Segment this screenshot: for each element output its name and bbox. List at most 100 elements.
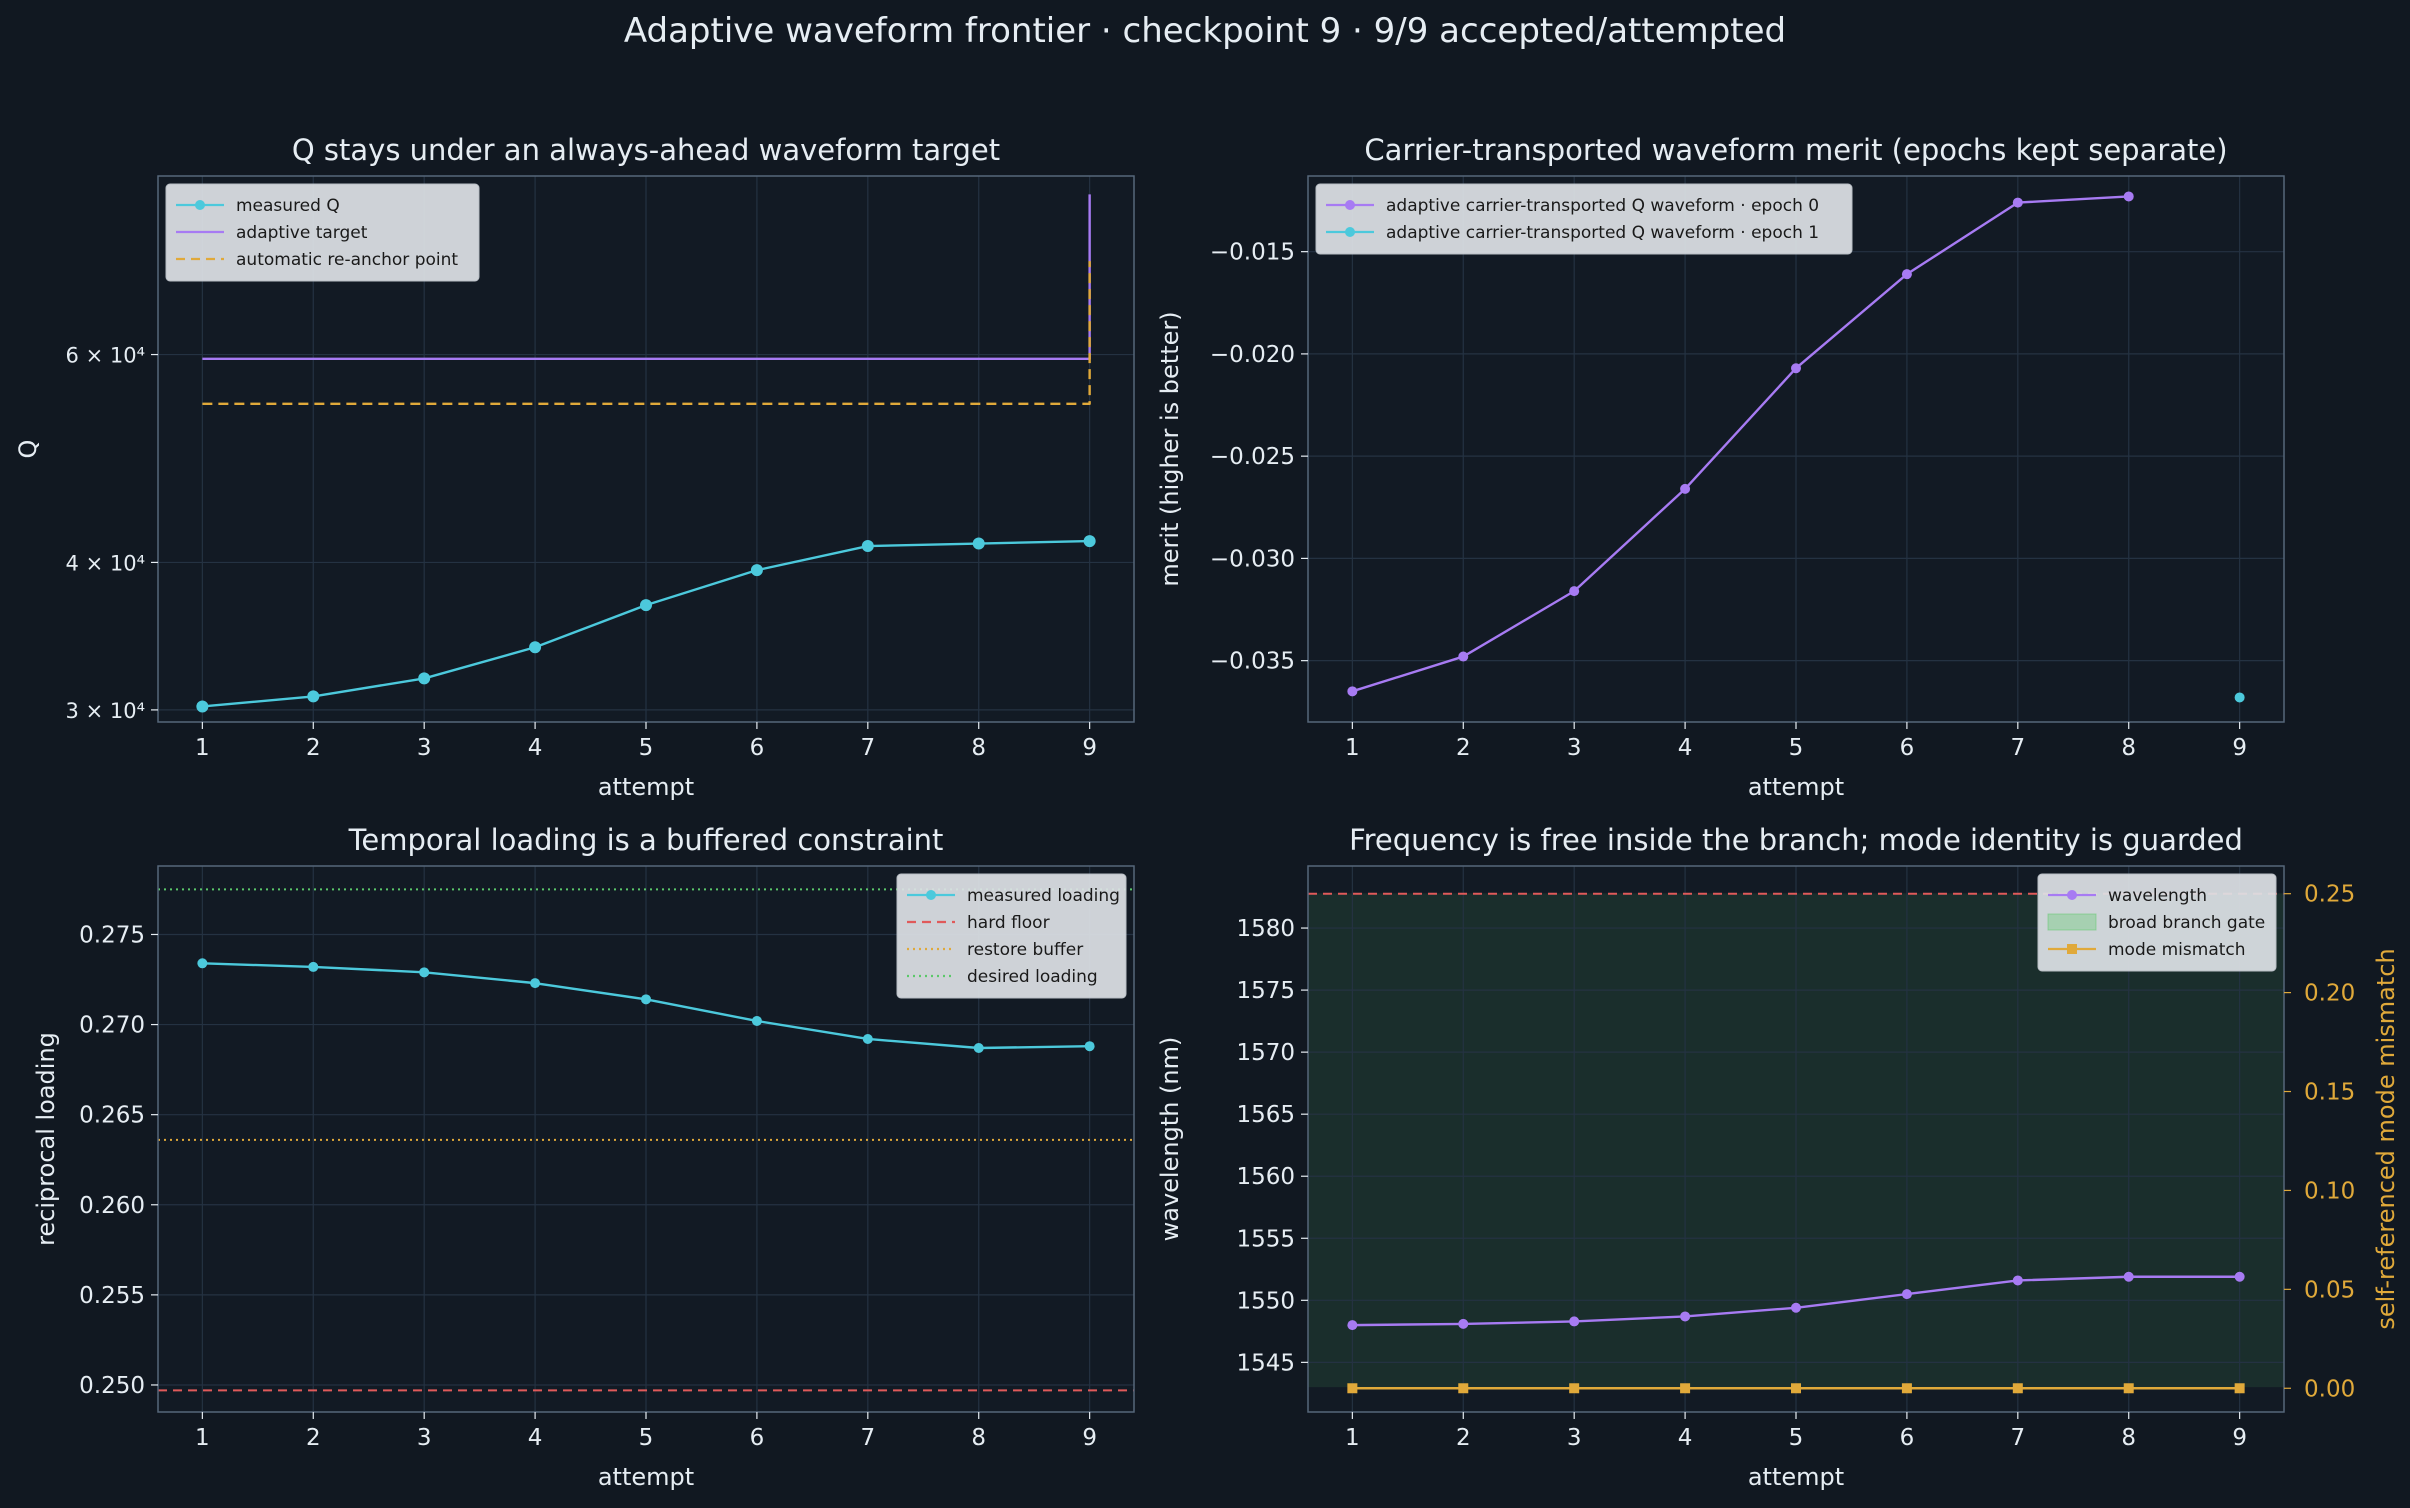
y-tick-label: 0.270	[79, 1013, 145, 1039]
legend-frame	[2037, 873, 2277, 972]
y-tick-label: 1580	[1236, 916, 1295, 942]
data-point	[1680, 1383, 1691, 1394]
x-tick-label: 5	[1789, 1425, 1804, 1451]
data-point	[1084, 1041, 1095, 1052]
x-tick-label: 7	[2010, 735, 2025, 761]
x-axis-label: attempt	[598, 1463, 694, 1491]
data-point	[1347, 1320, 1358, 1331]
chart-title: Frequency is free inside the branch; mod…	[1349, 823, 2243, 857]
data-point	[196, 700, 209, 713]
x-tick-label: 8	[971, 1425, 986, 1451]
data-point	[1347, 686, 1358, 697]
legend-label: measured loading	[967, 886, 1120, 906]
legend-label: desired loading	[967, 967, 1098, 987]
y-tick-label: 0.265	[79, 1103, 145, 1129]
data-point	[2123, 1383, 2134, 1394]
x-tick-label: 1	[1345, 1425, 1360, 1451]
x-tick-label: 7	[860, 735, 875, 761]
figure-title: Adaptive waveform frontier · checkpoint …	[624, 11, 1786, 51]
data-point	[861, 540, 874, 553]
data-point	[640, 599, 652, 612]
y-axis-label: reciprocal loading	[32, 1032, 60, 1246]
x-tick-label: 8	[2121, 735, 2136, 761]
chart-title: Q stays under an always-ahead waveform t…	[292, 133, 1000, 167]
y-right-tick-label: 0.15	[2304, 1080, 2355, 1106]
legend-label: adaptive carrier-transported Q waveform …	[1386, 223, 1819, 243]
legend: measured loading hard floor restore buffer…	[896, 873, 1127, 999]
data-point	[2012, 197, 2023, 208]
x-tick-label: 5	[639, 1425, 654, 1451]
y-axis-label: Q	[14, 440, 42, 459]
data-point	[641, 994, 651, 1005]
legend: wavelength broad branch gate mode mismatch	[2037, 873, 2277, 972]
y-tick-label: 1555	[1236, 1226, 1295, 1252]
y-tick-label: −0.020	[1210, 342, 1295, 368]
legend-label: measured Q	[236, 196, 340, 216]
data-point	[862, 1033, 873, 1044]
legend-label: automatic re-anchor point	[236, 250, 458, 270]
legend-label: adaptive carrier-transported Q waveform …	[1386, 196, 1819, 216]
data-point	[1901, 1383, 1912, 1394]
data-point	[2012, 1383, 2023, 1394]
y-tick-label: 0.250	[79, 1373, 145, 1399]
x-tick-label: 1	[195, 735, 210, 761]
legend-marker	[195, 200, 205, 210]
data-point	[530, 978, 541, 989]
x-tick-label: 3	[1567, 1425, 1582, 1451]
data-point	[1791, 1383, 1801, 1394]
x-tick-label: 9	[2232, 735, 2247, 761]
y-tick-label: 0.275	[79, 922, 145, 948]
legend-frame	[1315, 183, 1853, 255]
x-tick-label: 4	[528, 1425, 543, 1451]
data-point	[1901, 1289, 1912, 1300]
data-point	[1569, 586, 1580, 597]
x-tick-label: 6	[750, 1425, 765, 1451]
y-tick-label: 1545	[1236, 1350, 1295, 1376]
y-tick-label: 6 × 10⁴	[66, 344, 145, 368]
x-tick-label: 3	[417, 1425, 432, 1451]
y-tick-label: 3 × 10⁴	[66, 699, 145, 723]
y-tick-label: 0.255	[79, 1283, 145, 1309]
legend-marker	[926, 890, 936, 900]
legend-frame	[165, 183, 480, 282]
legend-label: restore buffer	[967, 940, 1083, 960]
y-tick-label: −0.015	[1210, 240, 1295, 266]
legend-swatch	[2047, 913, 2097, 931]
x-tick-label: 3	[417, 735, 432, 761]
x-tick-label: 9	[2232, 1425, 2247, 1451]
legend-label: wavelength	[2108, 886, 2207, 906]
legend-label: hard floor	[967, 913, 1050, 933]
data-point	[1083, 535, 1096, 548]
data-point	[1791, 363, 1801, 374]
y-tick-label: 4 × 10⁴	[66, 551, 145, 575]
data-point	[307, 690, 320, 703]
data-point	[1680, 483, 1691, 494]
y-right-tick-label: 0.00	[2304, 1376, 2355, 1402]
chart-panel-wavelength: 1 2 3 4 5 6 7 8 9 1545 1550 1555 1560 1565 1570 1575 158…	[1156, 823, 2400, 1491]
y-tick-label: −0.025	[1210, 444, 1295, 470]
legend-marker	[2067, 944, 2077, 954]
y-axis-right-label: self-referenced mode mismatch	[2372, 948, 2400, 1329]
x-tick-label: 4	[1678, 1425, 1693, 1451]
legend: adaptive carrier-transported Q waveform …	[1315, 183, 1853, 255]
x-tick-label: 7	[860, 1425, 875, 1451]
legend-frame	[896, 873, 1127, 999]
data-point	[2234, 1383, 2245, 1394]
x-tick-label: 4	[528, 735, 543, 761]
chart-title: Carrier-transported waveform merit (epoc…	[1364, 133, 2227, 167]
x-tick-label: 7	[2010, 1425, 2025, 1451]
x-tick-label: 6	[1900, 735, 1915, 761]
data-point	[751, 1015, 762, 1026]
x-tick-label: 1	[195, 1425, 210, 1451]
series-line	[202, 261, 1091, 406]
x-tick-label: 8	[2121, 1425, 2136, 1451]
y-tick-label: 0.260	[79, 1193, 145, 1219]
x-tick-label: 3	[1567, 735, 1582, 761]
x-tick-label: 6	[1900, 1425, 1915, 1451]
chart-panel-q: 1 2 3 4 5 6 7 8 9 3 × 10⁴ 4 × 10⁴ 6 × 10⁴ Q stays un…	[14, 133, 1135, 801]
y-axis-label: merit (higher is better)	[1156, 311, 1184, 586]
y-axis-label: wavelength (nm)	[1156, 1037, 1184, 1242]
data-point	[1680, 1311, 1691, 1322]
data-point	[1901, 269, 1912, 280]
